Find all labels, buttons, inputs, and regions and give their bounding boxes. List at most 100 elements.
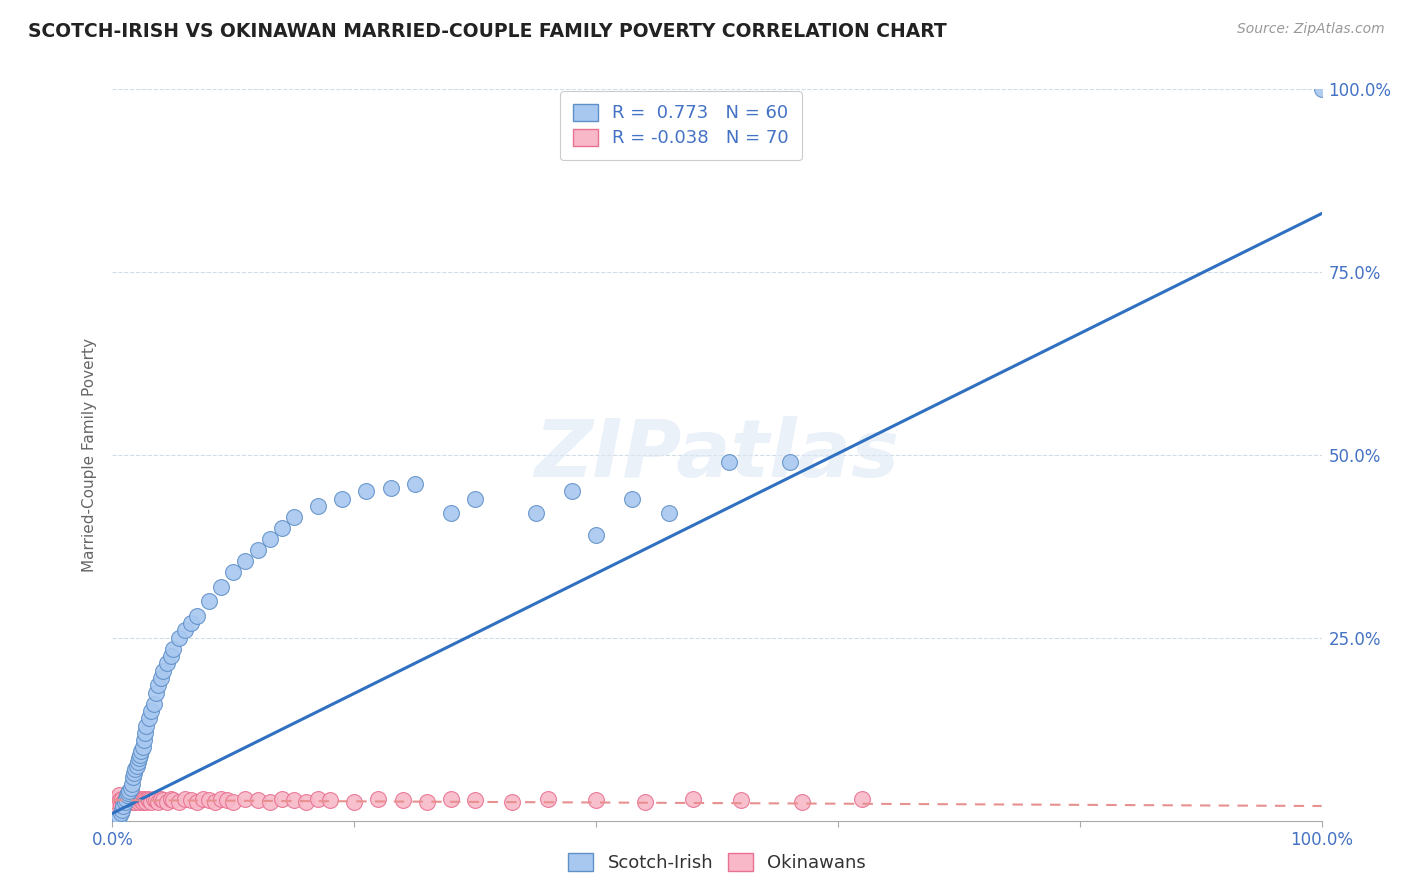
Point [162, 793, 184, 807]
Point [180, 616, 202, 631]
Point [307, 791, 329, 805]
Point [779, 455, 801, 469]
Point [114, 793, 136, 807]
Point [127, 793, 149, 807]
Point [730, 793, 752, 807]
Point [222, 796, 245, 810]
Point [124, 796, 146, 810]
Text: ZIPatlas: ZIPatlas [534, 416, 900, 494]
Point [209, 580, 232, 594]
Point [1310, 82, 1333, 96]
Point [132, 740, 155, 755]
Point [283, 793, 305, 807]
Point [464, 793, 486, 807]
Point [186, 608, 208, 623]
Text: Source: ZipAtlas.com: Source: ZipAtlas.com [1237, 22, 1385, 37]
Point [131, 793, 153, 807]
Point [391, 793, 413, 807]
Point [537, 791, 560, 805]
Point [440, 791, 463, 805]
Point [416, 796, 439, 810]
Point [124, 763, 146, 777]
Point [790, 796, 813, 810]
Point [141, 704, 163, 718]
Point [105, 796, 128, 810]
Point [122, 793, 145, 807]
Point [118, 784, 141, 798]
Text: SCOTCH-IRISH VS OKINAWAN MARRIED-COUPLE FAMILY POVERTY CORRELATION CHART: SCOTCH-IRISH VS OKINAWAN MARRIED-COUPLE … [28, 22, 946, 41]
Point [222, 565, 245, 579]
Point [122, 790, 145, 805]
Point [167, 796, 190, 810]
Point [307, 499, 329, 513]
Point [111, 791, 134, 805]
Point [246, 543, 269, 558]
Point [142, 697, 165, 711]
Point [343, 796, 366, 810]
Point [159, 791, 181, 805]
Point [319, 793, 342, 807]
Point [121, 796, 143, 810]
Point [235, 791, 257, 805]
Point [125, 758, 148, 772]
Point [128, 796, 150, 810]
Point [561, 484, 583, 499]
Point [117, 788, 139, 802]
Point [152, 793, 174, 807]
Point [159, 649, 181, 664]
Point [132, 733, 155, 747]
Point [110, 806, 132, 821]
Point [136, 791, 159, 805]
Point [115, 794, 138, 808]
Point [295, 796, 318, 810]
Point [501, 796, 523, 810]
Point [464, 491, 486, 506]
Point [585, 528, 607, 542]
Point [356, 484, 378, 499]
Point [114, 791, 136, 805]
Point [115, 788, 138, 802]
Point [138, 793, 160, 807]
Point [134, 793, 156, 807]
Point [209, 791, 232, 805]
Point [107, 810, 129, 824]
Point [125, 791, 148, 805]
Point [235, 554, 257, 568]
Point [135, 718, 157, 732]
Point [174, 791, 197, 805]
Point [148, 678, 170, 692]
Point [404, 477, 426, 491]
Point [141, 796, 163, 810]
Point [259, 532, 281, 546]
Point [162, 641, 184, 656]
Point [104, 799, 127, 814]
Point [111, 803, 134, 817]
Point [440, 507, 463, 521]
Point [132, 791, 155, 805]
Point [270, 521, 292, 535]
Point [122, 770, 145, 784]
Point [367, 791, 389, 805]
Point [121, 777, 143, 791]
Point [105, 791, 128, 805]
Legend: Scotch-Irish, Okinawans: Scotch-Irish, Okinawans [560, 844, 875, 881]
Point [129, 791, 152, 805]
Point [718, 455, 741, 469]
Point [174, 624, 197, 638]
Point [135, 796, 157, 810]
Point [112, 799, 135, 814]
Point [380, 481, 402, 495]
Point [142, 791, 165, 805]
Point [108, 793, 131, 807]
Point [167, 631, 190, 645]
Point [152, 664, 174, 678]
Point [120, 791, 142, 805]
Point [118, 793, 141, 807]
Point [198, 793, 221, 807]
Point [658, 507, 681, 521]
Point [122, 766, 145, 780]
Point [149, 671, 172, 685]
Point [524, 507, 547, 521]
Point [131, 744, 153, 758]
Point [180, 793, 202, 807]
